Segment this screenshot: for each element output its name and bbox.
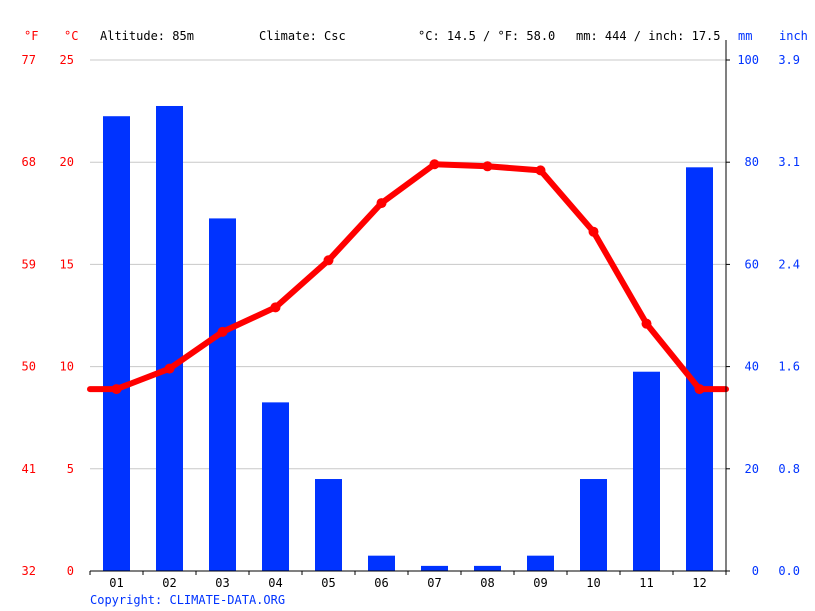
fahrenheit-tick-label: 50	[22, 360, 36, 374]
precipitation-bar	[686, 167, 713, 571]
temperature-point	[694, 384, 705, 395]
temperature-point	[376, 198, 387, 209]
precipitation-bar	[156, 105, 183, 572]
celsius-tick-label: 10	[60, 360, 74, 374]
precipitation-bar	[315, 479, 342, 571]
mm-tick-label: 60	[745, 257, 759, 271]
temperature-point	[588, 226, 599, 237]
celsius-tick-label: 15	[60, 257, 74, 271]
month-label: 02	[162, 576, 176, 590]
celsius-tick-label: 20	[60, 155, 74, 169]
month-label: 09	[533, 576, 547, 590]
mm-unit-label: mm	[738, 29, 752, 43]
temperature-point	[482, 161, 493, 172]
precipitation-bar	[474, 565, 501, 571]
precipitation-bar	[580, 479, 607, 571]
mm-tick-label: 40	[745, 360, 759, 374]
altitude-label: Altitude: 85m	[100, 29, 194, 43]
precipitation-bar	[633, 371, 660, 571]
fahrenheit-unit-label: °F	[24, 29, 38, 43]
temperature-point	[270, 302, 281, 313]
month-label: 12	[692, 576, 706, 590]
celsius-tick-label: 5	[67, 462, 74, 476]
precipitation-bar	[368, 555, 395, 571]
celsius-tick-label: 0	[67, 564, 74, 578]
month-label: 07	[427, 576, 441, 590]
fahrenheit-tick-label: 68	[22, 155, 36, 169]
month-label: 01	[109, 576, 123, 590]
month-label: 06	[374, 576, 388, 590]
total-precipitation-label: mm: 444 / inch: 17.5	[576, 29, 721, 43]
temperature-series-line	[87, 161, 729, 393]
inch-unit-label: inch	[779, 29, 808, 43]
inch-tick-label: 3.1	[778, 155, 800, 169]
temperature-line	[87, 159, 729, 395]
temperature-point	[217, 326, 228, 337]
axes	[89, 40, 730, 575]
fahrenheit-tick-label: 77	[22, 53, 36, 67]
temperature-point	[429, 159, 440, 170]
climate-label: Climate: Csc	[259, 29, 346, 43]
temperature-point	[111, 384, 122, 395]
precipitation-bar	[527, 555, 554, 571]
temperature-point	[323, 255, 334, 266]
inch-tick-label: 0.0	[778, 564, 800, 578]
month-label: 10	[586, 576, 600, 590]
inch-tick-label: 3.9	[778, 53, 800, 67]
inch-tick-label: 2.4	[778, 257, 800, 271]
temperature-point	[164, 363, 175, 374]
mm-tick-label: 20	[745, 462, 759, 476]
celsius-tick-label: 25	[60, 53, 74, 67]
precipitation-bars	[103, 105, 713, 572]
average-temperature-label: °C: 14.5 / °F: 58.0	[418, 29, 555, 43]
month-label: 04	[268, 576, 282, 590]
mm-tick-label: 80	[745, 155, 759, 169]
mm-tick-label: 100	[737, 53, 759, 67]
precipitation-bar	[262, 402, 289, 571]
month-label: 03	[215, 576, 229, 590]
inch-tick-label: 1.6	[778, 360, 800, 374]
inch-tick-label: 0.8	[778, 462, 800, 476]
precipitation-bar	[421, 565, 448, 571]
fahrenheit-tick-label: 59	[22, 257, 36, 271]
month-label: 11	[639, 576, 653, 590]
month-label: 05	[321, 576, 335, 590]
precipitation-bar	[103, 116, 130, 572]
celsius-unit-label: °C	[64, 29, 78, 43]
month-label: 08	[480, 576, 494, 590]
temperature-point	[641, 318, 652, 329]
temperature-point	[535, 165, 546, 176]
fahrenheit-tick-label: 41	[22, 462, 36, 476]
copyright-text: Copyright: CLIMATE-DATA.ORG	[90, 593, 285, 607]
mm-tick-label: 0	[752, 564, 759, 578]
fahrenheit-tick-label: 32	[22, 564, 36, 578]
precipitation-bar	[209, 218, 236, 571]
grid-lines	[90, 59, 726, 470]
tick-labels: 01 02 03 04 05 06 07 08 09 10 11 120510152025324150…	[22, 53, 800, 590]
